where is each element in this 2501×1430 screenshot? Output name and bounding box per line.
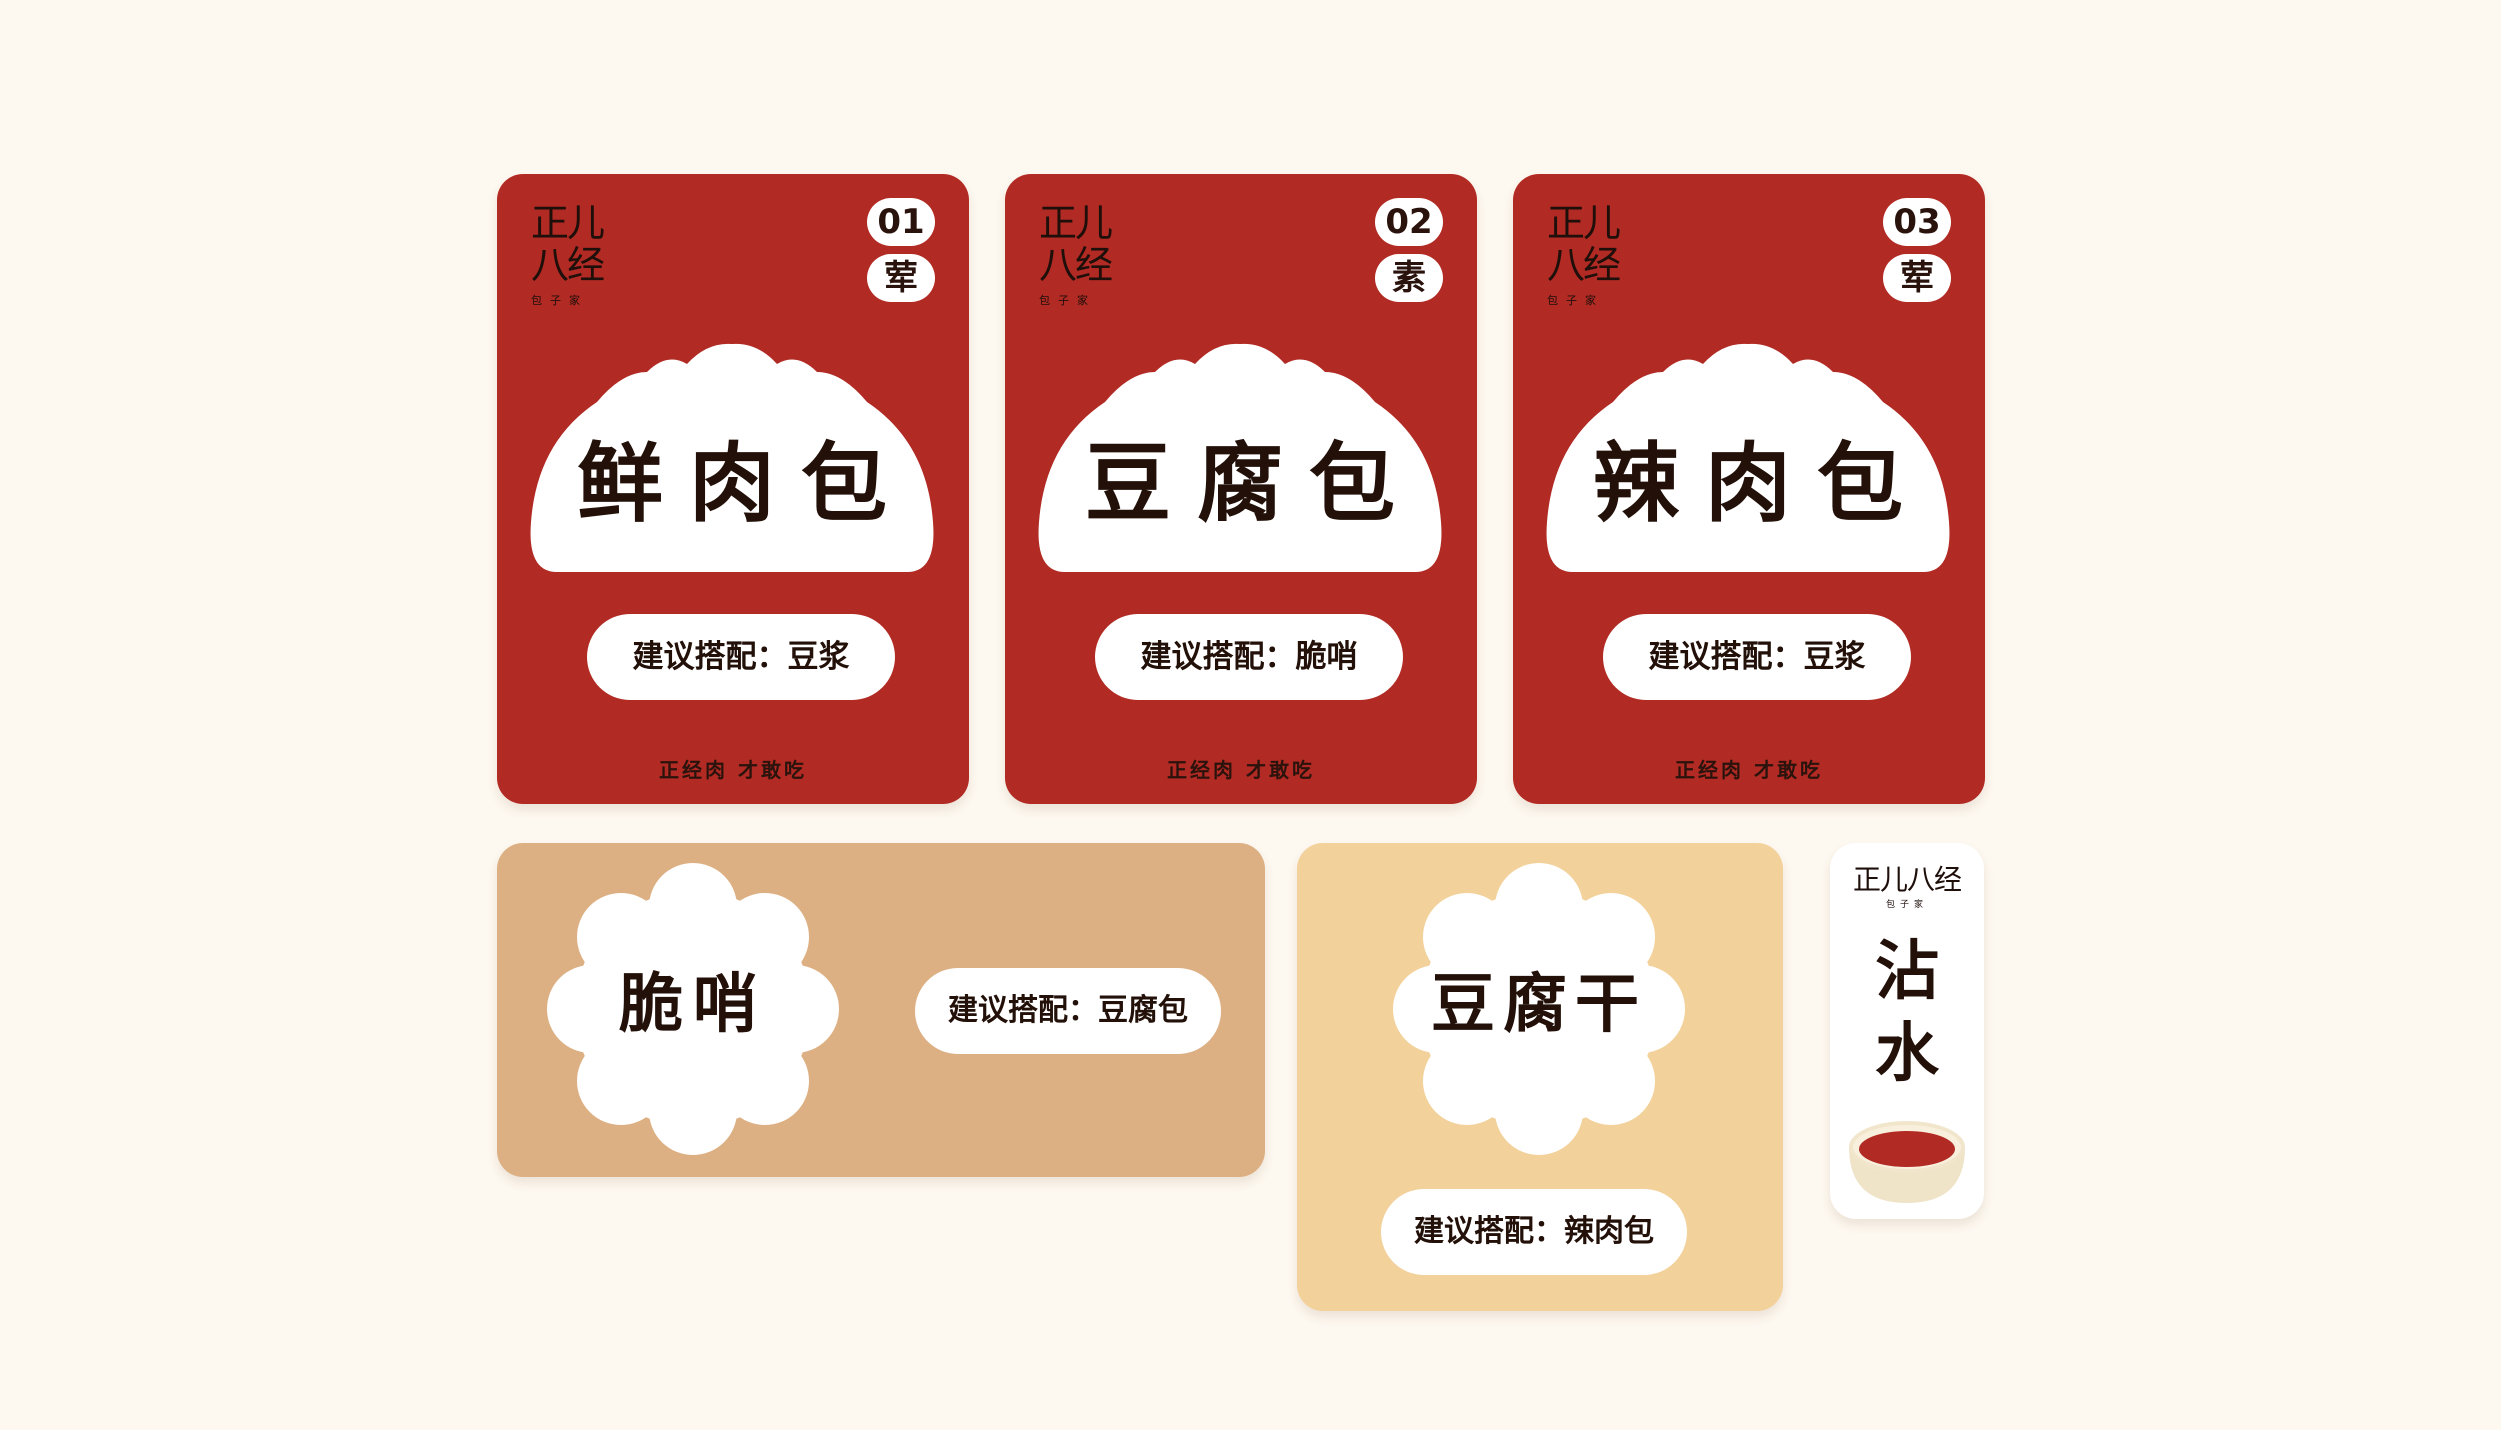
sauce-card[interactable]: 正儿八经 包子家 沾 水	[1830, 843, 1984, 1219]
pairing-suggestion: 建议搭配：豆腐包	[915, 968, 1221, 1054]
item-number-badge: 02	[1375, 198, 1443, 246]
item-number-badge: 03	[1883, 198, 1951, 246]
menu-card-3[interactable]: 正儿 八经 包子家 03 荤 辣肉包 建议搭配：豆浆 正经肉 才敢吃	[1513, 174, 1985, 804]
slogan: 正经肉 才敢吃	[659, 758, 807, 782]
item-type-badge: 素	[1375, 254, 1443, 302]
pairing-suggestion: 建议搭配：辣肉包	[1381, 1189, 1687, 1275]
bun-shape-icon	[1038, 343, 1442, 572]
item-title: 脆哨	[619, 968, 767, 1042]
flower-shape-icon	[547, 863, 839, 1155]
pairing-suggestion: 建议搭配：豆浆	[1603, 614, 1911, 700]
flower-shape-icon	[1393, 863, 1685, 1155]
brand-logo: 正儿八经 包子家	[1852, 863, 1962, 911]
menu-card-2[interactable]: 正儿 八经 包子家 02 素 豆腐包 建议搭配：脆哨 正经肉 才敢吃	[1005, 174, 1477, 804]
item-title: 豆腐干	[1431, 968, 1647, 1042]
item-type-badge: 荤	[1883, 254, 1951, 302]
slogan: 正经肉 才敢吃	[1675, 758, 1823, 782]
bun-shape-icon	[1546, 343, 1950, 572]
item-title: 沾 水	[1875, 935, 1939, 1091]
pairing-suggestion: 建议搭配：豆浆	[587, 614, 895, 700]
side-dish-card-cuishao[interactable]: 脆哨 建议搭配：豆腐包	[497, 843, 1265, 1177]
sauce-bowl-icon	[1849, 1121, 1965, 1203]
side-dish-card-doufugan[interactable]: 豆腐干 建议搭配：辣肉包	[1297, 843, 1783, 1311]
brand-logo: 正儿 八经 包子家	[531, 201, 605, 307]
item-title: 鲜肉包	[577, 434, 913, 534]
brand-logo: 正儿 八经 包子家	[1547, 201, 1621, 307]
item-title: 辣肉包	[1593, 434, 1929, 534]
item-title: 豆腐包	[1085, 434, 1421, 534]
pairing-suggestion: 建议搭配：脆哨	[1095, 614, 1403, 700]
item-number-badge: 01	[867, 198, 935, 246]
slogan: 正经肉 才敢吃	[1167, 758, 1315, 782]
item-type-badge: 荤	[867, 254, 935, 302]
menu-card-1[interactable]: 正儿 八经 包子家 01 荤 鲜肉包 建议搭配：豆浆 正经肉 才敢吃	[497, 174, 969, 804]
brand-logo: 正儿 八经 包子家	[1039, 201, 1113, 307]
bun-shape-icon	[530, 343, 934, 572]
